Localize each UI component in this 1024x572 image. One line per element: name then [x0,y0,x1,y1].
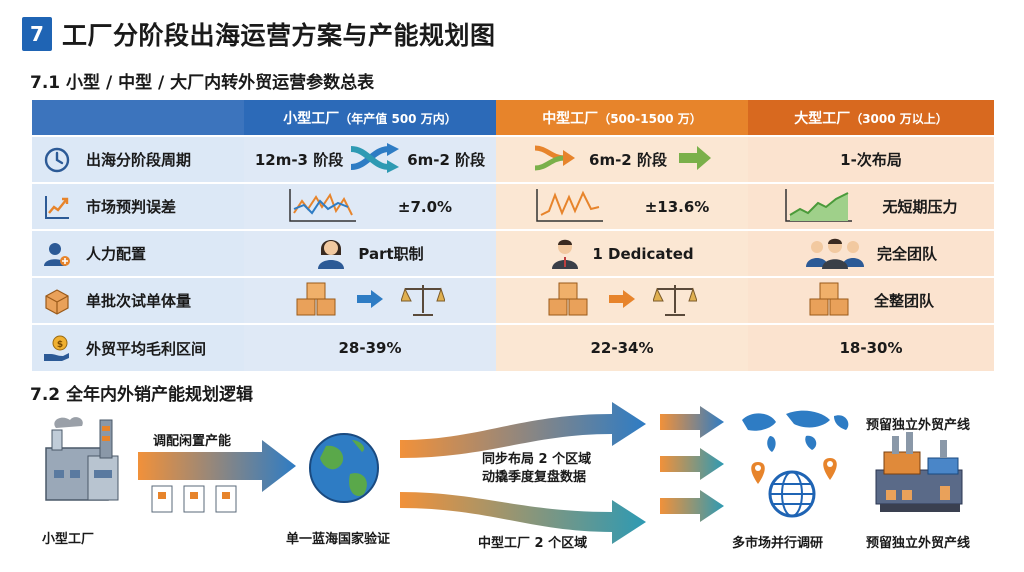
globe-icon [309,433,379,503]
col-name-mid: 中型工厂 [542,110,599,127]
wire-globe-icon [768,470,816,518]
header-large: 大型工厂（3000 万以上） [748,100,994,136]
boxes-stack-icon [547,281,591,321]
cell-large: 无短期压力 [882,198,958,216]
cell-large: 1-次布局 [840,151,902,169]
cell-small-a: 12m-3 阶段 [254,151,344,169]
production-line-icon [875,432,963,512]
cell-mid: ±13.6% [644,197,710,216]
page-title-bar: 7 工厂分阶段出海运营方案与产能规划图 [22,16,496,52]
factory-icon [45,417,119,501]
box-icon [42,286,72,316]
label-reserve-top: 预留独立外贸产线 [866,418,971,433]
label-multi-market: 多市场并行调研 [732,536,824,551]
cell-small: ±7.0% [397,197,453,216]
params-table: 小型工厂（年产值 500 万内） 中型工厂（500-1500 万） 大型工厂（3… [32,100,994,371]
arrow-right-icon [357,289,383,312]
area-growth-icon [784,187,854,227]
trend-chart-icon [42,192,72,222]
arrow-upper [400,402,646,458]
table-header-row: 小型工厂（年产值 500 万内） 中型工厂（500-1500 万） 大型工厂（3… [32,100,994,136]
arrow-small-1 [660,406,724,438]
money-hand-icon: $ [42,333,72,363]
row-label: 外贸平均毛利区间 [86,339,207,358]
team-avatars-icon [805,235,865,273]
col-note-large: （3000 万以上） [850,111,948,126]
col-name-large: 大型工厂 [794,110,851,127]
capacity-flow-diagram: 小型工厂 调配闲置产能 单一蓝海国家验证 同步布局 2 个区域 动撬季度复盘数据… [0,400,1024,572]
cell-small: 28-39% [338,339,402,357]
col-name-small: 小型工厂 [283,110,340,127]
table-row: 市场预判误差 ±7.0% ±13.6% 无短期压力 [32,182,994,230]
arrow-lower [400,492,646,544]
cell-small: Part职制 [358,245,424,263]
cross-arrow-icon [349,142,401,177]
section-number-badge: 7 [22,17,52,51]
world-map-icon [742,410,849,452]
arrow-small-3 [660,490,724,522]
pin-icon-right [823,458,837,480]
row-label: 单批次试单体量 [86,292,192,310]
page-title: 工厂分阶段出海运营方案与产能规划图 [62,21,496,50]
header-mid: 中型工厂（500-1500 万） [496,100,748,136]
row-label: 市场预判误差 [86,198,177,216]
scale-icon [400,281,446,321]
boxes-stack-icon [808,281,852,321]
documents-icon [151,485,237,513]
label-mid-factory: 中型工厂 2 个区域 [478,536,588,551]
zigzag-line-icon [535,187,605,227]
label-reserve-bottom: 预留独立外贸产线 [866,536,971,551]
man-avatar-icon [550,235,580,273]
col-note-mid: （500-1500 万） [598,111,702,126]
col-note-small: （年产值 500 万内） [339,111,457,126]
green-arrow-icon [678,145,711,174]
table-row: 出海分阶段周期 12m-3 阶段 6m-2 阶段 6m-2 阶段 1-次布局 [32,135,994,183]
arrow-right-icon [609,289,635,312]
label-single-country: 单一蓝海国家验证 [286,532,391,547]
label-sync-line1: 同步布局 2 个区域 [482,452,592,467]
person-add-icon [42,239,72,269]
section1-title: 7.1 小型 / 中型 / 大厂内转外贸运营参数总表 [30,73,375,93]
cell-mid: 1 Dedicated [592,244,694,263]
header-blank [32,100,244,136]
table-row: 人力配置 Part职制 1 Dedicated 完全团队 [32,229,994,277]
clock-icon [42,145,72,175]
merge-arrow-icon [533,144,577,176]
table-row: 单批次试单体量 全整团队 [32,276,994,324]
scale-icon [652,281,698,321]
label-sync-line2: 动撬季度复盘数据 [482,470,587,485]
arrow-small-2 [660,448,724,480]
arrow-to-globe [138,440,296,492]
cell-mid: 22-34% [590,339,654,357]
boxes-stack-icon [295,281,339,321]
cell-small-b: 6m-2 阶段 [407,151,486,169]
cell-mid: 6m-2 阶段 [589,151,667,169]
flow-graphics [45,402,963,544]
svg-text:$: $ [57,340,63,350]
pin-icon-left [751,462,765,484]
volatile-line-icon [288,187,358,227]
table-row: $ 外贸平均毛利区间 28-39% 22-34% 18-30% [32,323,994,371]
label-small-factory: 小型工厂 [42,532,95,547]
cell-large: 18-30% [839,339,903,357]
header-small: 小型工厂（年产值 500 万内） [244,100,496,136]
cell-large: 完全团队 [876,245,937,263]
label-idle-capacity: 调配闲置产能 [153,434,232,449]
row-label: 出海分阶段周期 [86,151,192,169]
cell-large: 全整团队 [873,292,934,310]
row-label: 人力配置 [86,245,147,263]
woman-avatar-icon [316,235,346,273]
section2-title: 7.2 全年内外销产能规划逻辑 [30,385,254,405]
